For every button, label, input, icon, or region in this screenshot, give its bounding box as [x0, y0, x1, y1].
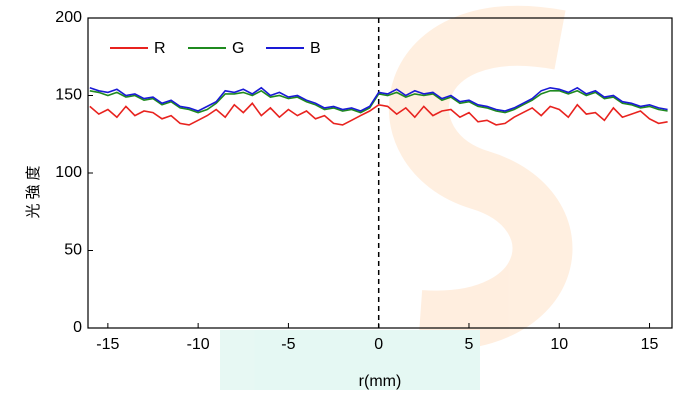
series-line — [89, 86, 668, 112]
x-axis-label: r(mm) — [359, 373, 402, 390]
y-axis-label: 光強度 — [25, 161, 42, 218]
series-line — [89, 89, 668, 114]
x-tick-label: -10 — [187, 336, 210, 353]
x-tick-label: 0 — [374, 336, 383, 353]
x-tick-label: 5 — [465, 336, 474, 353]
x-tick-label: 15 — [641, 336, 659, 353]
x-tick-label: -5 — [281, 336, 295, 353]
legend-label: R — [154, 40, 166, 57]
legend-label: G — [232, 40, 244, 57]
x-tick-label: -15 — [96, 336, 119, 353]
y-tick-label: 50 — [64, 242, 82, 259]
plot-frame — [87, 17, 673, 329]
watermark — [220, 5, 573, 390]
y-tick-label: 150 — [55, 87, 82, 104]
y-tick-label: 0 — [73, 319, 82, 336]
y-tick-label: 200 — [55, 9, 82, 26]
legend-label: B — [310, 40, 321, 57]
series-line — [89, 102, 668, 126]
x-tick-label: 10 — [550, 336, 568, 353]
y-tick-label: 100 — [55, 164, 82, 181]
